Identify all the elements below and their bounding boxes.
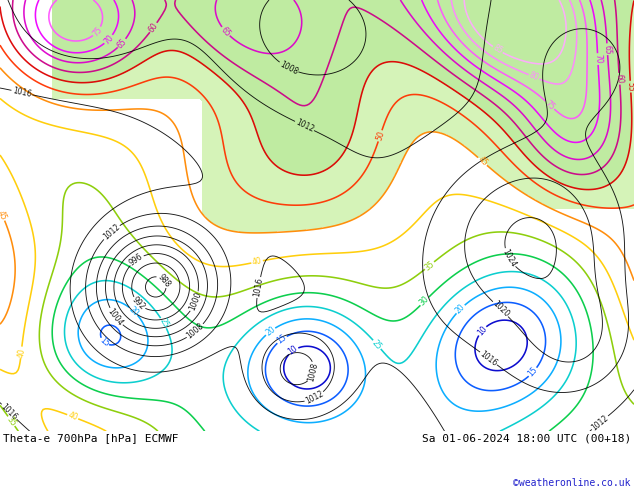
Text: 1012: 1012 [294,118,315,134]
Text: 65: 65 [115,37,129,50]
Text: 75: 75 [91,25,104,38]
Text: Sa 01-06-2024 18:00 UTC (00+18): Sa 01-06-2024 18:00 UTC (00+18) [422,434,631,443]
Text: 15: 15 [526,366,540,379]
Text: 20: 20 [127,304,140,318]
Text: 45: 45 [0,209,8,221]
Text: 85: 85 [491,43,504,56]
Text: 1008: 1008 [185,321,205,341]
Text: 992: 992 [131,295,147,312]
Text: 55: 55 [626,81,634,92]
Text: ©weatheronline.co.uk: ©weatheronline.co.uk [514,478,631,488]
Text: 35: 35 [5,415,18,428]
Text: 996: 996 [128,252,145,268]
Text: 70: 70 [102,33,115,46]
Text: 10: 10 [476,324,489,338]
Text: 15: 15 [275,333,288,346]
Text: 75: 75 [543,98,557,112]
Text: 60: 60 [147,21,160,34]
Text: 40: 40 [252,256,262,267]
Text: 988: 988 [155,272,172,289]
Text: 40: 40 [67,411,79,423]
Text: 65: 65 [602,44,612,54]
Text: 60: 60 [614,74,624,84]
Text: 1000: 1000 [188,291,204,312]
Text: 65: 65 [219,25,232,38]
Text: 1008: 1008 [278,59,299,76]
Text: 20: 20 [264,325,277,338]
Text: 25: 25 [157,317,170,329]
Text: 15: 15 [98,336,111,349]
Text: 1008: 1008 [307,362,320,383]
Text: 1016: 1016 [478,349,499,368]
Text: 30: 30 [418,294,431,308]
Text: Theta-e 700hPa [hPa] ECMWF: Theta-e 700hPa [hPa] ECMWF [3,434,179,443]
Text: 35: 35 [423,259,436,272]
Text: 1012: 1012 [590,413,610,432]
Text: 50: 50 [374,130,386,142]
Text: 1012: 1012 [304,390,325,406]
Text: 20: 20 [454,302,467,316]
Text: 1004: 1004 [106,307,125,327]
Text: 10: 10 [287,344,300,357]
Text: 40: 40 [16,347,26,358]
Text: 1016: 1016 [0,402,19,422]
Text: 1016: 1016 [252,277,264,298]
Text: 70: 70 [593,54,602,64]
Text: 1024: 1024 [500,247,517,269]
Text: 25: 25 [370,338,384,351]
Text: 45: 45 [476,155,489,168]
Text: 1020: 1020 [491,299,510,319]
Text: 1016: 1016 [11,86,32,99]
Text: 80: 80 [528,71,540,83]
Text: 1012: 1012 [101,222,122,242]
